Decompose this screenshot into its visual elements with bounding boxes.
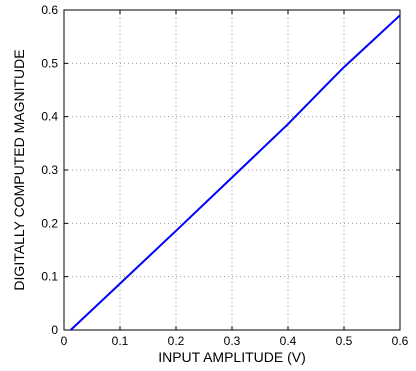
y-tick-label: 0.6 — [41, 3, 58, 17]
y-tick-labels: 0 0.1 0.2 0.3 0.4 0.5 0.6 — [41, 3, 58, 337]
axis-ticks — [63, 9, 401, 331]
y-axis-label: DIGITALLY COMPUTED MAGNITUDE — [11, 49, 27, 290]
y-tick-label: 0.5 — [41, 56, 58, 70]
x-axis-label: INPUT AMPLITUDE (V) — [158, 349, 306, 365]
x-tick-label: 0 — [61, 334, 68, 348]
x-tick-label: 0.1 — [112, 334, 129, 348]
x-tick-label: 0.4 — [280, 334, 297, 348]
y-tick-label: 0.2 — [41, 216, 58, 230]
y-tick-label: 0.3 — [41, 163, 58, 177]
x-tick-label: 0.2 — [168, 334, 185, 348]
y-tick-label: 0.1 — [41, 270, 58, 284]
series-layer — [70, 14, 401, 331]
x-tick-label: 0.6 — [392, 334, 409, 348]
x-tick-label: 0.5 — [336, 334, 353, 348]
series-line — [70, 14, 401, 331]
x-tick-labels: 0 0.1 0.2 0.3 0.4 0.5 0.6 — [61, 334, 409, 348]
y-tick-label: 0 — [51, 323, 58, 337]
y-tick-label: 0.4 — [41, 110, 58, 124]
grid — [64, 10, 400, 330]
x-tick-label: 0.3 — [224, 334, 241, 348]
